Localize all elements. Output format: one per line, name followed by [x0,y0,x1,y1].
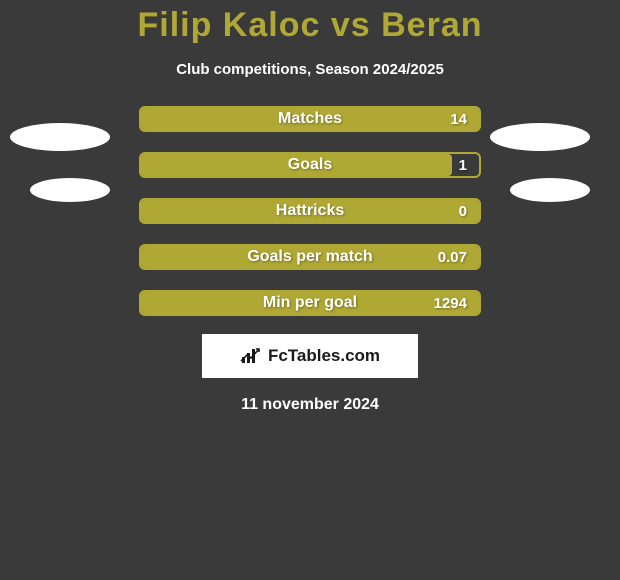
stat-label: Matches [278,110,342,128]
stat-value: 1294 [434,295,467,312]
decorative-ellipse [30,178,110,202]
stat-row: Hattricks 0 [0,198,620,224]
stat-bar: Matches 14 [139,106,481,132]
stat-bar: Goals per match 0.07 [139,244,481,270]
stat-row: Goals 1 [0,152,620,178]
decorative-ellipse [10,123,110,151]
page-root: Filip Kaloc vs Beran Club competitions, … [0,0,620,580]
chart-icon [240,347,262,365]
stat-bar: Min per goal 1294 [139,290,481,316]
stat-label: Goals per match [247,248,372,266]
page-title: Filip Kaloc vs Beran [0,0,620,45]
stat-bar: Goals 1 [139,152,481,178]
stat-value: 1 [459,157,467,174]
stat-value: 0.07 [438,249,467,266]
stat-row: Goals per match 0.07 [0,244,620,270]
title-player1: Filip Kaloc [137,6,320,44]
decorative-ellipse [490,123,590,151]
stat-value: 14 [450,111,467,128]
stat-bar: Hattricks 0 [139,198,481,224]
title-player2: Beran [381,6,482,44]
stat-row: Min per goal 1294 [0,290,620,316]
stat-label: Goals [288,156,332,174]
attribution-text: FcTables.com [268,346,380,366]
date-line: 11 november 2024 [0,396,620,414]
stat-label: Hattricks [276,202,344,220]
subtitle: Club competitions, Season 2024/2025 [0,61,620,78]
title-vs: vs [320,6,381,44]
attribution-box: FcTables.com [202,334,418,378]
stat-label: Min per goal [263,294,357,312]
decorative-ellipse [510,178,590,202]
stat-value: 0 [459,203,467,220]
